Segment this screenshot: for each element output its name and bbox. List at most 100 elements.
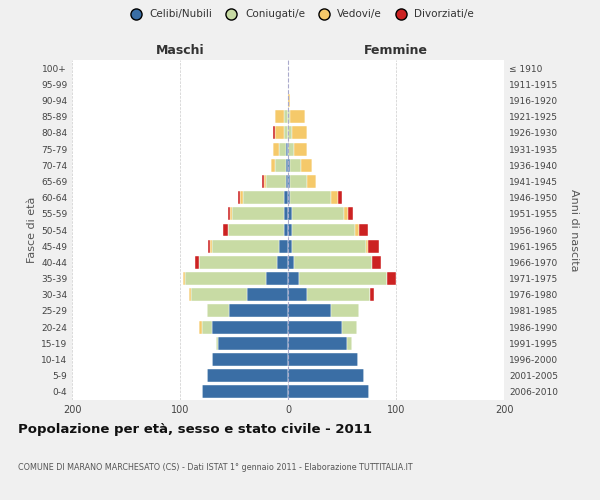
Bar xyxy=(280,240,288,252)
Bar xyxy=(286,159,288,172)
Bar xyxy=(288,272,299,285)
Bar xyxy=(288,386,369,398)
Bar xyxy=(183,272,185,285)
Bar xyxy=(286,175,288,188)
Bar xyxy=(288,353,358,366)
Y-axis label: Fasce di età: Fasce di età xyxy=(27,197,37,263)
Bar xyxy=(223,224,227,236)
Bar xyxy=(366,240,368,252)
Bar xyxy=(273,126,275,140)
Bar xyxy=(262,175,264,188)
Bar xyxy=(199,320,202,334)
Bar xyxy=(212,240,280,252)
Bar xyxy=(288,126,292,140)
Bar xyxy=(331,191,338,204)
Bar xyxy=(191,288,247,301)
Text: COMUNE DI MARANO MARCHESATO (CS) - Dati ISTAT 1° gennaio 2011 - Elaborazione TUT: COMUNE DI MARANO MARCHESATO (CS) - Dati … xyxy=(18,462,413,471)
Bar xyxy=(370,288,374,301)
Bar xyxy=(195,256,199,269)
Bar xyxy=(202,386,288,398)
Legend: Celibi/Nubili, Coniugati/e, Vedovi/e, Divorziati/e: Celibi/Nubili, Coniugati/e, Vedovi/e, Di… xyxy=(122,5,478,24)
Bar xyxy=(290,191,331,204)
Bar xyxy=(349,208,353,220)
Bar xyxy=(347,337,352,350)
Bar xyxy=(292,208,344,220)
Bar xyxy=(331,304,359,318)
Bar xyxy=(215,337,218,350)
Bar xyxy=(284,208,288,220)
Bar xyxy=(295,142,307,156)
Y-axis label: Anni di nascita: Anni di nascita xyxy=(569,188,579,271)
Bar xyxy=(266,272,288,285)
Bar xyxy=(290,175,307,188)
Bar xyxy=(264,175,266,188)
Bar xyxy=(202,320,212,334)
Bar xyxy=(307,288,370,301)
Bar xyxy=(355,224,359,236)
Bar xyxy=(227,224,284,236)
Bar xyxy=(344,208,349,220)
Bar xyxy=(288,175,290,188)
Bar xyxy=(284,110,288,123)
Bar xyxy=(207,304,229,318)
Bar xyxy=(288,224,292,236)
Bar xyxy=(288,337,347,350)
Bar xyxy=(242,191,284,204)
Bar xyxy=(288,256,295,269)
Bar xyxy=(368,240,379,252)
Bar xyxy=(273,142,280,156)
Bar xyxy=(342,320,357,334)
Bar xyxy=(288,320,342,334)
Bar xyxy=(288,288,307,301)
Bar xyxy=(290,159,301,172)
Bar xyxy=(286,142,288,156)
Bar xyxy=(288,208,292,220)
Bar xyxy=(284,224,288,236)
Bar xyxy=(210,240,212,252)
Bar xyxy=(229,304,288,318)
Bar xyxy=(241,191,242,204)
Bar xyxy=(288,110,290,123)
Bar xyxy=(288,240,292,252)
Bar xyxy=(199,256,277,269)
Bar xyxy=(212,353,288,366)
Bar xyxy=(188,288,191,301)
Bar xyxy=(288,191,290,204)
Bar xyxy=(288,142,295,156)
Bar xyxy=(288,159,290,172)
Bar xyxy=(207,369,288,382)
Bar xyxy=(301,159,312,172)
Bar xyxy=(232,208,284,220)
Bar xyxy=(292,126,307,140)
Bar xyxy=(284,126,288,140)
Text: Popolazione per età, sesso e stato civile - 2011: Popolazione per età, sesso e stato civil… xyxy=(18,422,372,436)
Bar xyxy=(275,126,284,140)
Bar xyxy=(275,110,284,123)
Bar xyxy=(295,256,372,269)
Bar xyxy=(277,256,288,269)
Text: Femmine: Femmine xyxy=(364,44,428,57)
Bar xyxy=(299,272,388,285)
Bar xyxy=(284,191,288,204)
Bar xyxy=(372,256,381,269)
Bar xyxy=(208,240,210,252)
Bar xyxy=(280,142,286,156)
Bar xyxy=(290,110,305,123)
Text: Maschi: Maschi xyxy=(155,44,205,57)
Bar xyxy=(338,191,342,204)
Bar xyxy=(307,175,316,188)
Bar xyxy=(238,191,241,204)
Bar xyxy=(292,240,366,252)
Bar xyxy=(271,159,275,172)
Bar xyxy=(288,304,331,318)
Bar xyxy=(227,208,230,220)
Bar xyxy=(292,224,355,236)
Bar xyxy=(288,94,290,107)
Bar xyxy=(266,175,286,188)
Bar xyxy=(288,369,364,382)
Bar xyxy=(388,272,396,285)
Bar xyxy=(275,159,286,172)
Bar xyxy=(212,320,288,334)
Bar xyxy=(359,224,368,236)
Bar xyxy=(247,288,288,301)
